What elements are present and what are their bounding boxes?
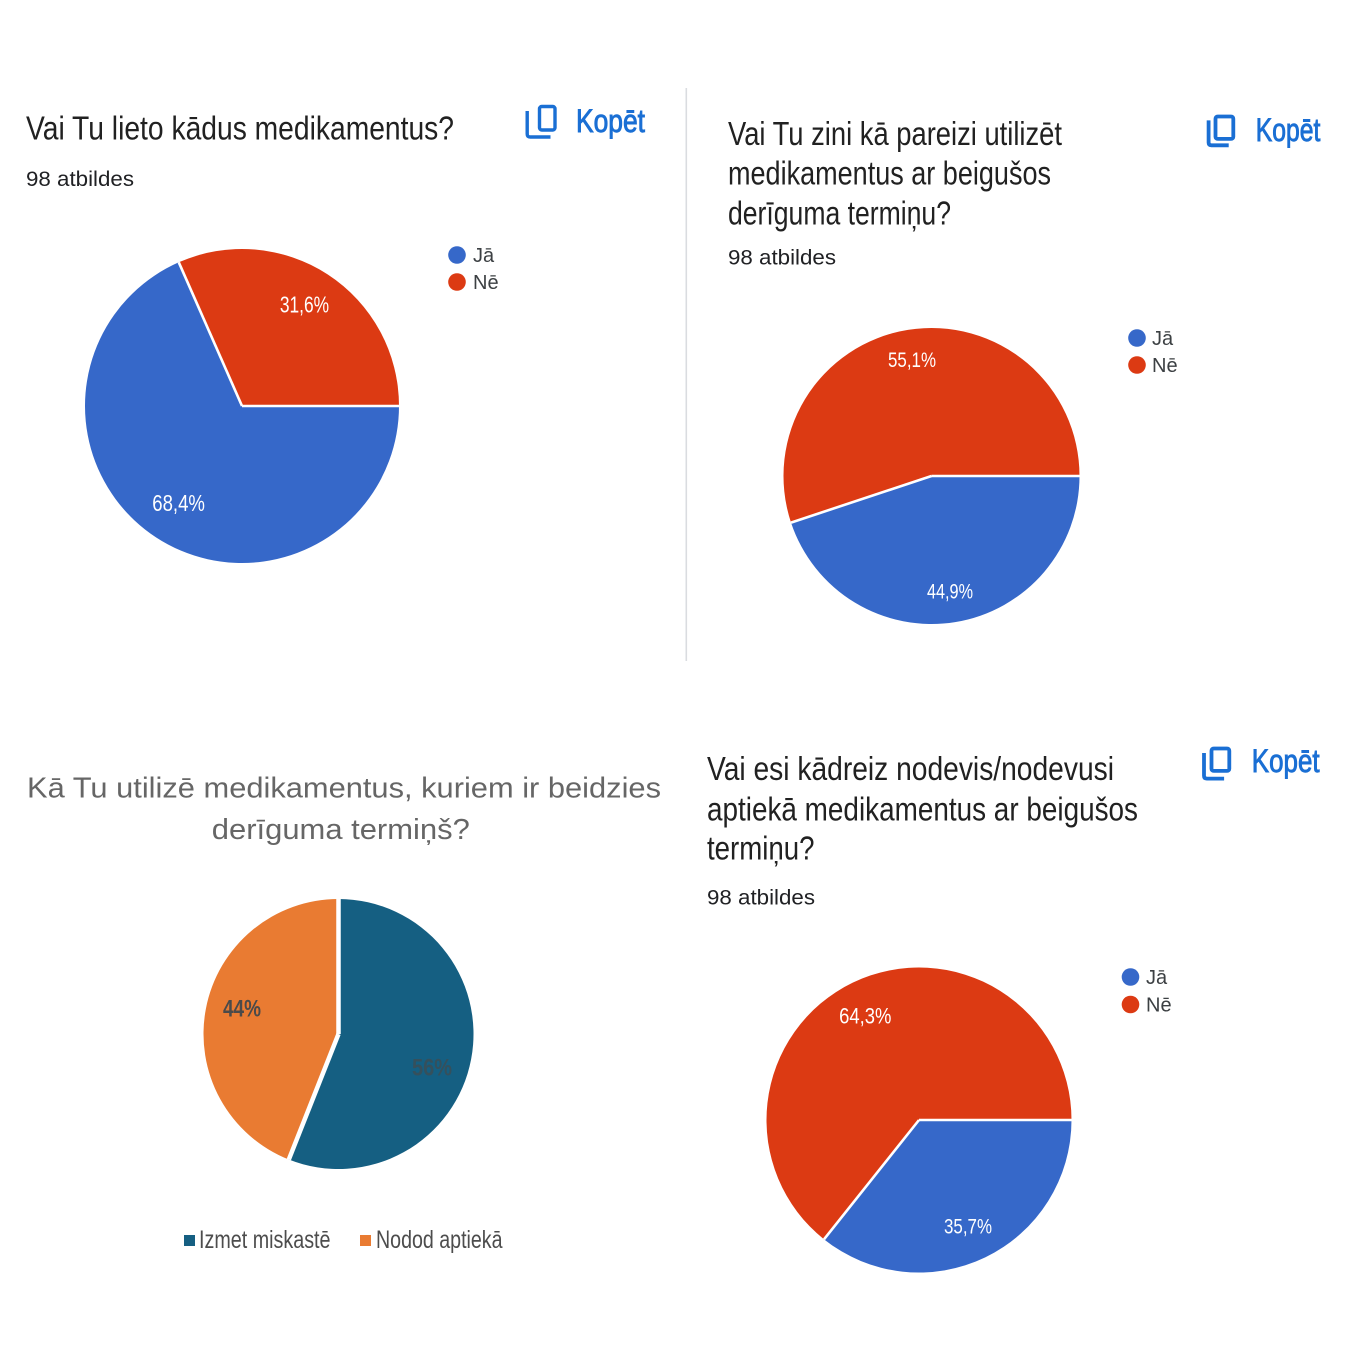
svg-text:medikamentus ar beigušos: medikamentus ar beigušos: [728, 155, 1051, 192]
svg-text:Kopēt: Kopēt: [1252, 743, 1320, 779]
svg-text:Izmet miskastē: Izmet miskastē: [199, 1226, 331, 1254]
svg-text:Vai esi kādreiz nodevis/nodevu: Vai esi kādreiz nodevis/nodevusi: [707, 750, 1114, 787]
svg-text:Nodod aptiekā: Nodod aptiekā: [376, 1226, 503, 1254]
svg-text:termiņu?: termiņu?: [707, 830, 815, 867]
svg-text:Nē: Nē: [1152, 355, 1178, 377]
svg-text:Vai Tu lieto kādus medikamentu: Vai Tu lieto kādus medikamentus?: [26, 110, 454, 147]
svg-text:64,3%: 64,3%: [839, 1004, 891, 1029]
svg-text:Vai Tu zini kā pareizi utilizē: Vai Tu zini kā pareizi utilizēt: [728, 115, 1062, 152]
svg-text:aptiekā medikamentus ar beiguš: aptiekā medikamentus ar beigušos: [707, 791, 1138, 828]
svg-text:Jā: Jā: [1152, 328, 1174, 350]
svg-text:Nē: Nē: [473, 272, 499, 294]
svg-text:55,1%: 55,1%: [888, 348, 936, 372]
svg-text:Jā: Jā: [473, 245, 495, 267]
svg-text:Kā Tu utilizē medikamentus, ku: Kā Tu utilizē medikamentus, kuriem ir be…: [27, 773, 661, 805]
svg-text:35,7%: 35,7%: [944, 1216, 992, 1239]
svg-text:Jā: Jā: [1146, 967, 1168, 989]
svg-text:68,4%: 68,4%: [152, 490, 205, 516]
svg-text:44,9%: 44,9%: [927, 579, 973, 603]
svg-text:56%: 56%: [412, 1055, 452, 1082]
svg-text:derīguma termiņu?: derīguma termiņu?: [728, 195, 951, 232]
svg-text:44%: 44%: [223, 996, 261, 1023]
svg-text:derīguma termiņš?: derīguma termiņš?: [212, 814, 470, 846]
svg-text:98 atbildes: 98 atbildes: [26, 168, 134, 191]
svg-text:31,6%: 31,6%: [280, 292, 329, 318]
svg-text:Kopēt: Kopēt: [576, 103, 645, 139]
svg-text:98 atbildes: 98 atbildes: [728, 246, 836, 269]
svg-text:98 atbildes: 98 atbildes: [707, 887, 815, 910]
svg-text:Nē: Nē: [1146, 995, 1172, 1017]
svg-text:Kopēt: Kopēt: [1256, 112, 1321, 148]
